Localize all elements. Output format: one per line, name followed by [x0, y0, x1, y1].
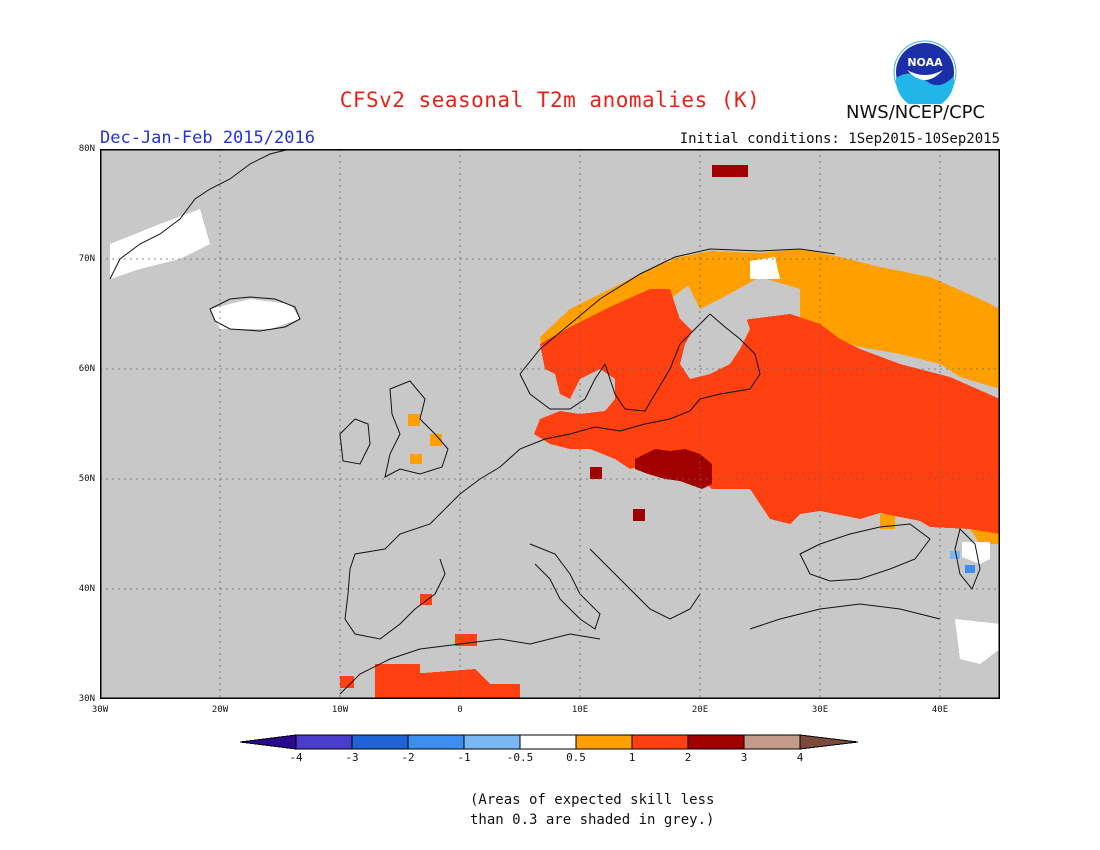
coastline-finland — [699, 313, 761, 400]
coastline-blacksea — [799, 523, 931, 582]
lon-label-20e: 20E — [691, 705, 709, 715]
colorbar-label-m1: -1 — [457, 751, 471, 764]
colorbar-swatch-gt-4 — [799, 734, 859, 750]
map-frame — [100, 149, 1000, 699]
anomaly-white-mideast — [955, 619, 1000, 664]
lat-label-50n: 50N — [78, 474, 95, 484]
anomaly-darkred-svalbard — [712, 165, 748, 177]
colorbar-swatch-lt-4 — [239, 734, 297, 750]
anomaly-white-greenland — [110, 209, 210, 279]
coastline-iceland — [209, 296, 301, 332]
colorbar-label-p1: 1 — [628, 751, 636, 764]
anomaly-red-scandinavia — [534, 289, 1000, 534]
chart-title: CFSv2 seasonal T2m anomalies (K) — [339, 88, 761, 112]
lon-label-10w: 10W — [331, 705, 349, 715]
coastline-norway-south — [519, 363, 606, 410]
anomaly-orange-crimea — [880, 514, 895, 529]
skill-note: (Areas of expected skill less than 0.3 a… — [470, 790, 714, 830]
anomaly-darkred-alps — [633, 509, 645, 521]
season-label: Dec-Jan-Feb 2015/2016 — [100, 128, 315, 148]
anomaly-red-morocco — [375, 664, 420, 699]
coastline-turkey — [749, 603, 941, 630]
coastline-baltic-south — [544, 398, 701, 440]
initial-conditions-label: Initial conditions: 1Sep2015-10Sep2015 — [679, 131, 1000, 147]
coastline-iberia — [344, 558, 446, 640]
colorbar-swatch-1-05 — [463, 734, 521, 750]
colorbar-label-m3: -3 — [345, 751, 359, 764]
lat-label-60n: 60N — [78, 364, 95, 374]
anomaly-white-kola — [750, 257, 780, 279]
anomaly-blue-caucasus — [965, 565, 975, 573]
coastline-greenland — [109, 149, 291, 280]
anomaly-orange-north-russia — [670, 249, 1000, 389]
anomaly-orange-uk-1 — [408, 414, 420, 426]
skill-note-line-1: (Areas of expected skill less — [470, 792, 715, 808]
anomaly-white-caucasus — [962, 542, 990, 564]
agency-label: NWS/NCEP/CPC — [846, 102, 986, 123]
colorbar-swatch-4-3 — [295, 734, 353, 750]
coastline-europe-west — [349, 438, 546, 570]
coastline-north-africa — [339, 633, 601, 695]
anomaly-darkred-germany — [590, 467, 602, 479]
coastline-balkans — [589, 548, 701, 620]
coastline-britain — [384, 380, 449, 478]
colorbar-label-m2: -2 — [401, 751, 415, 764]
lon-label-10e: 10E — [571, 705, 589, 715]
anomaly-map — [100, 149, 1000, 699]
anomaly-fields — [110, 165, 1000, 699]
lat-label-80n: 80N — [78, 144, 95, 154]
lon-label-40e: 40E — [931, 705, 949, 715]
lon-label-20w: 20W — [211, 705, 229, 715]
anomaly-red-morocco-2 — [340, 676, 354, 688]
colorbar-label-m4: -4 — [289, 751, 303, 764]
colorbar-label-p3: 3 — [740, 751, 748, 764]
anomaly-orange-uk-2 — [430, 434, 442, 446]
lat-label-70n: 70N — [78, 254, 95, 264]
lat-label-40n: 40N — [78, 584, 95, 594]
colorbar-swatch-2-1 — [407, 734, 465, 750]
lon-label-30w: 30W — [91, 705, 109, 715]
colorbar-swatch-3-4 — [743, 734, 801, 750]
colorbar-label-p05: 0.5 — [566, 751, 586, 764]
colorbar-swatch-1-2 — [631, 734, 689, 750]
coastline-scandinavia — [519, 248, 836, 375]
coastline-sweden-east — [604, 313, 711, 412]
colorbar-swatch-2-3 — [687, 734, 745, 750]
anomaly-white-iceland — [210, 299, 300, 329]
noaa-logo: NOAA — [893, 40, 957, 104]
logo-text: NOAA — [907, 56, 943, 69]
anomaly-orange-uk-3 — [410, 454, 422, 464]
anomaly-lightblue-caucasus — [950, 551, 960, 559]
coastlines — [109, 149, 981, 695]
coastline-ireland — [339, 418, 371, 465]
anomaly-red-iberia — [420, 594, 432, 605]
colorbar-swatch-3-2 — [351, 734, 409, 750]
lon-label-30e: 30E — [811, 705, 829, 715]
anomaly-darkred-poland — [635, 449, 712, 489]
lon-label-0: 0 — [457, 705, 463, 715]
coastline-italy — [529, 543, 601, 630]
lat-label-30n: 30N — [78, 694, 95, 704]
colorbar-label-m05: -0.5 — [506, 751, 534, 764]
colorbar-label-p4: 4 — [796, 751, 804, 764]
colorbar-swatch-05-05 — [519, 734, 577, 750]
colorbar — [239, 734, 859, 750]
colorbar-swatch-05-1 — [575, 734, 633, 750]
skill-note-line-2: than 0.3 are shaded in grey.) — [470, 812, 715, 828]
gridlines — [100, 149, 1000, 699]
anomaly-red-algeria — [410, 669, 520, 699]
colorbar-label-p2: 2 — [684, 751, 692, 764]
